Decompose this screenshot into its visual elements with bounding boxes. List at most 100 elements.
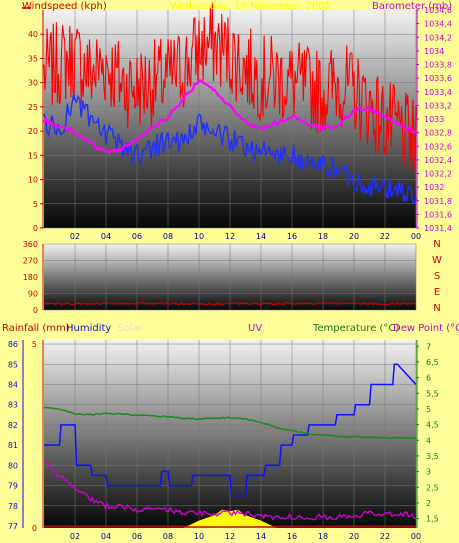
temperature-tick-label: 4 [426, 436, 431, 445]
temperature-tick-label: 6 [426, 374, 431, 383]
humidity-tick-label: 86 [8, 340, 18, 349]
barometer-tick-label: 1033,6 [424, 74, 452, 83]
barometer-tick-label: 1033,2 [424, 101, 452, 110]
barometer-tick-label: 1033 [424, 115, 444, 124]
wind-x-tick-label: 08 [163, 232, 173, 241]
dir-left-tick-label: 270 [23, 257, 38, 266]
hum-x-tick-label: 20 [349, 532, 359, 541]
humidity-tick-label: 83 [8, 401, 18, 410]
wind-x-tick-label: 16 [287, 232, 297, 241]
temperature-tick-label: 5,5 [426, 389, 439, 398]
direction-letter: W [432, 255, 442, 266]
humidity-tick-label: 81 [8, 441, 18, 450]
uv-legend-label: UV [248, 323, 262, 334]
direction-letter: N [433, 239, 440, 250]
barometer-tick-label: 1032,4 [424, 156, 452, 165]
wind-left-tick-label: 40 [28, 30, 38, 39]
temperature-tick-label: 7 [426, 342, 431, 351]
wind-left-tick-label: 20 [28, 127, 38, 136]
barometer-tick-label: 1033,8 [424, 61, 452, 70]
temperature-tick-label: 1,5 [426, 515, 439, 524]
humidity-tick-label: 77 [8, 522, 18, 531]
wind-x-tick-label: 10 [194, 232, 204, 241]
wind-left-tick-label: 0 [33, 224, 38, 233]
barometer-tick-label: 1031,8 [424, 197, 452, 206]
wind-left-tick-label: 10 [28, 176, 38, 185]
barometer-axis-label: Barometer (mb) [372, 1, 452, 12]
solar-area [183, 509, 277, 528]
temperature-tick-label: 2 [426, 499, 431, 508]
windspeed-line [43, 2, 417, 171]
barometer-tick-label: 1032,2 [424, 170, 452, 179]
wind-direction-line [43, 301, 417, 306]
dir-left-tick-label: 180 [23, 273, 38, 282]
humidity-tick-label: 84 [8, 380, 18, 389]
wind-left-tick-label: 35 [28, 54, 38, 63]
wind-left-tick-label: 15 [28, 151, 38, 160]
wind-x-tick-label: 20 [349, 232, 359, 241]
barometer-tick-label: 1034,4 [424, 20, 452, 29]
hum-x-tick-label: 06 [132, 532, 142, 541]
humidity-tick-label: 80 [8, 461, 18, 470]
barometer-tick-label: 1031,6 [424, 210, 452, 219]
date-label: Wednesday, 19 November 2008 [170, 1, 331, 12]
wind-x-tick-label: 18 [318, 232, 328, 241]
hum-x-tick-label: 12 [225, 532, 235, 541]
direction-letter: E [434, 287, 440, 298]
wind-x-tick-label: 00 [411, 232, 421, 241]
solar-legend-label: Solar [117, 323, 143, 334]
dir-left-tick-label: 90 [28, 290, 38, 299]
wind-x-tick-label: 04 [101, 232, 111, 241]
barometer-tick-label: 1034 [424, 47, 444, 56]
humidity-tick-label: 79 [8, 482, 18, 491]
barometer-tick-label: 1034,6 [424, 6, 452, 15]
hum-x-tick-label: 02 [70, 532, 80, 541]
windspeed-axis-label: Windspeed (kph) [22, 1, 107, 12]
humidity-line [44, 363, 417, 497]
direction-letter: S [434, 271, 440, 282]
hum-x-tick-label: 08 [163, 532, 173, 541]
wind-x-tick-label: 14 [256, 232, 266, 241]
barometer-line [43, 79, 417, 155]
wind-left-tick-label: 5 [33, 200, 38, 209]
dewpoint-axis-label: Dew Point (°C) [393, 323, 459, 334]
wind-x-tick-label: 02 [70, 232, 80, 241]
barometer-tick-label: 1033,4 [424, 88, 452, 97]
uv-line [43, 460, 417, 521]
humidity-tick-label: 78 [8, 502, 18, 511]
rainfall-axis-label: Rainfall (mm) [2, 323, 70, 334]
temperature-line [43, 406, 417, 440]
temperature-tick-label: 6,5 [426, 358, 439, 367]
temperature-tick-label: 4,5 [426, 421, 439, 430]
barometer-tick-label: 1032,6 [424, 142, 452, 151]
wind-left-tick-label: 25 [28, 103, 38, 112]
hum-x-tick-label: 18 [318, 532, 328, 541]
wind-average-line [43, 94, 417, 205]
direction-letter: N [433, 303, 440, 314]
hum-x-tick-label: 16 [287, 532, 297, 541]
hum-x-tick-label: 04 [101, 532, 111, 541]
barometer-tick-label: 1032,8 [424, 129, 452, 138]
wind-x-tick-label: 22 [380, 232, 390, 241]
temperature-tick-label: 2,5 [426, 483, 439, 492]
rainfall-tick-label: 5 [32, 340, 37, 349]
barometer-tick-label: 1032 [424, 183, 444, 192]
humidity-tick-label: 82 [8, 421, 18, 430]
dir-left-tick-label: 360 [23, 240, 38, 249]
hum-x-tick-label: 14 [256, 532, 266, 541]
wind-left-tick-label: 30 [28, 79, 38, 88]
dir-left-tick-label: 0 [33, 306, 38, 315]
wind-x-tick-label: 12 [225, 232, 235, 241]
hum-x-tick-label: 00 [411, 532, 421, 541]
hum-x-tick-label: 10 [194, 532, 204, 541]
humidity-axis-label: Humidity [66, 323, 111, 334]
barometer-tick-label: 1031,4 [424, 224, 452, 233]
temperature-tick-label: 3 [426, 468, 431, 477]
humidity-tick-label: 85 [8, 360, 18, 369]
rainfall-tick-label: 0 [32, 524, 37, 533]
temperature-tick-label: 3,5 [426, 452, 439, 461]
barometer-tick-label: 1034,2 [424, 33, 452, 42]
temperature-tick-label: 5 [426, 405, 431, 414]
hum-x-tick-label: 22 [380, 532, 390, 541]
